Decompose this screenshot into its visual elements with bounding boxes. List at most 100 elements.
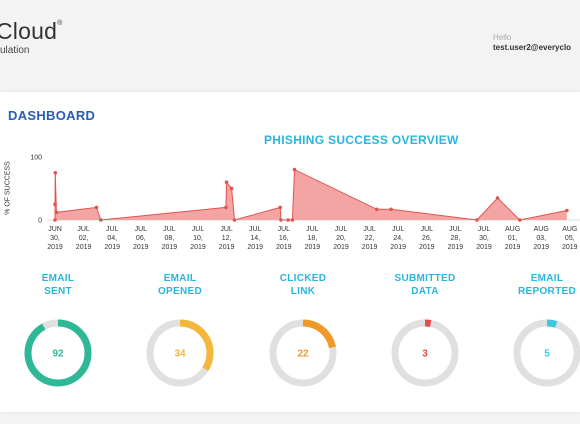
x-tick-label: JUL <box>249 226 262 233</box>
donut-value: 34 <box>174 349 186 360</box>
greeting-label: Hello <box>493 33 512 42</box>
donut-value: 22 <box>297 349 309 360</box>
page-title: DASHBOARD <box>8 108 96 123</box>
stat-label-line1: SUBMITTED <box>394 273 456 284</box>
x-tick-label: JUL <box>478 226 491 233</box>
stat-label-line1: CLICKED <box>279 273 327 284</box>
data-point <box>389 207 393 212</box>
stat-submitted-data: SUBMITTED DATA <box>385 272 465 298</box>
y-tick-label: 100 <box>30 155 42 162</box>
x-tick-label: AUG <box>534 226 549 233</box>
x-tick-label: JUL <box>77 226 90 233</box>
x-tick-label: JUL <box>192 226 205 233</box>
data-point <box>53 218 57 222</box>
stat-email-sent: EMAIL SENT <box>18 272 98 298</box>
series-area <box>55 169 567 220</box>
x-tick-label: 2019 <box>104 244 120 251</box>
donut-value: 92 <box>52 349 64 360</box>
x-tick-label: 08, <box>165 235 175 242</box>
donut-value: 5 <box>544 349 550 360</box>
data-point <box>53 202 57 207</box>
x-tick-label: JUL <box>449 226 462 233</box>
x-tick-label: 28, <box>451 235 461 242</box>
x-tick-label: 30, <box>479 235 489 242</box>
x-tick-label: 2019 <box>419 244 435 251</box>
stat-label-line2: LINK <box>290 286 316 297</box>
x-tick-label: 03, <box>536 235 546 242</box>
data-point <box>279 218 283 222</box>
data-point <box>99 218 103 222</box>
stat-label-line1: EMAIL <box>530 273 564 284</box>
x-tick-label: 2019 <box>247 244 263 251</box>
x-tick-label: 12, <box>222 235 232 242</box>
phishing-success-chart: 100 0 JUN 30, 2019 JUL 02, 2019 JUL 04, 2019 JUL 06,… <box>30 155 580 251</box>
donut-clicked-link: 22 <box>269 319 337 387</box>
x-tick-label: 2019 <box>533 244 549 251</box>
donut-email-reported: 5 <box>513 319 580 387</box>
donut-email-opened: 34 <box>146 319 214 387</box>
x-tick-label: 16, <box>279 235 289 242</box>
x-tick-label: AUG <box>505 226 520 233</box>
x-tick-label: JUL <box>106 226 119 233</box>
donut-value: 3 <box>422 349 428 360</box>
x-tick-label: 06, <box>136 235 146 242</box>
x-tick-label: 30, <box>50 235 60 242</box>
stat-label-line1: EMAIL <box>41 273 75 284</box>
data-point <box>278 205 283 210</box>
dashboard-panel: DASHBOARD PHISHING SUCCESS OVERVIEW % OF… <box>0 92 580 412</box>
x-tick-label: 2019 <box>476 244 492 251</box>
x-tick-label: 2019 <box>276 244 292 251</box>
stat-email-reported: EMAIL REPORTED <box>507 272 580 298</box>
stat-clicked-link: CLICKED LINK <box>263 272 343 298</box>
x-tick-label: 2019 <box>333 244 349 251</box>
brand-mark: ® <box>57 20 63 27</box>
data-point <box>565 208 569 213</box>
x-tick-label: JUL <box>392 226 405 233</box>
donut-arc <box>146 319 214 387</box>
y-tick-label: 0 <box>38 218 42 225</box>
stat-label-line2: REPORTED <box>518 286 576 297</box>
x-tick-label: 2019 <box>562 244 578 251</box>
data-point <box>375 207 379 212</box>
x-tick-label: 01, <box>508 235 518 242</box>
x-tick-label: 2019 <box>190 244 206 251</box>
x-tick-label: 04, <box>107 235 117 242</box>
x-tick-label: JUL <box>135 226 148 233</box>
x-tick-label: 18, <box>308 235 318 242</box>
donut-arc <box>391 319 459 387</box>
data-point <box>224 205 228 210</box>
x-tick-label: 2019 <box>305 244 321 251</box>
chart-title: PHISHING SUCCESS OVERVIEW <box>264 133 459 147</box>
x-tick-label: 02, <box>79 235 89 242</box>
x-tick-label: JUL <box>220 226 233 233</box>
x-tick-label: 24, <box>393 235 403 242</box>
x-tick-label: AUG <box>562 226 577 233</box>
brand-logo[interactable]: Cloud® <box>0 18 62 45</box>
donut-arc <box>513 319 580 387</box>
x-tick-label: 20, <box>336 235 346 242</box>
x-tick-label: 2019 <box>162 244 178 251</box>
stat-email-opened: EMAIL OPENED <box>140 272 220 298</box>
data-point <box>495 196 500 200</box>
stat-label-line2: DATA <box>411 286 439 297</box>
x-tick-label: 2019 <box>390 244 406 251</box>
user-menu[interactable]: test.user2@everyclo <box>493 43 572 52</box>
x-tick-label: JUL <box>306 226 319 233</box>
stat-label-line2: SENT <box>44 286 72 297</box>
x-tick-label: 2019 <box>448 244 464 251</box>
top-bar: Cloud® ulation Hello test.user2@everyclo <box>0 0 580 86</box>
x-tick-label: 2019 <box>76 244 92 251</box>
data-point <box>229 186 234 191</box>
x-tick-label: 26, <box>422 235 432 242</box>
data-point <box>94 205 99 210</box>
data-point <box>286 218 290 222</box>
data-point <box>53 171 58 175</box>
donut-arc <box>269 319 337 387</box>
data-point <box>232 218 237 222</box>
stat-label-line2: OPENED <box>157 286 203 297</box>
x-tick-label: 2019 <box>133 244 149 251</box>
brand-name: Cloud <box>0 18 58 44</box>
data-point <box>224 180 229 184</box>
stat-label-line1: EMAIL <box>163 273 197 284</box>
data-point <box>292 167 297 172</box>
